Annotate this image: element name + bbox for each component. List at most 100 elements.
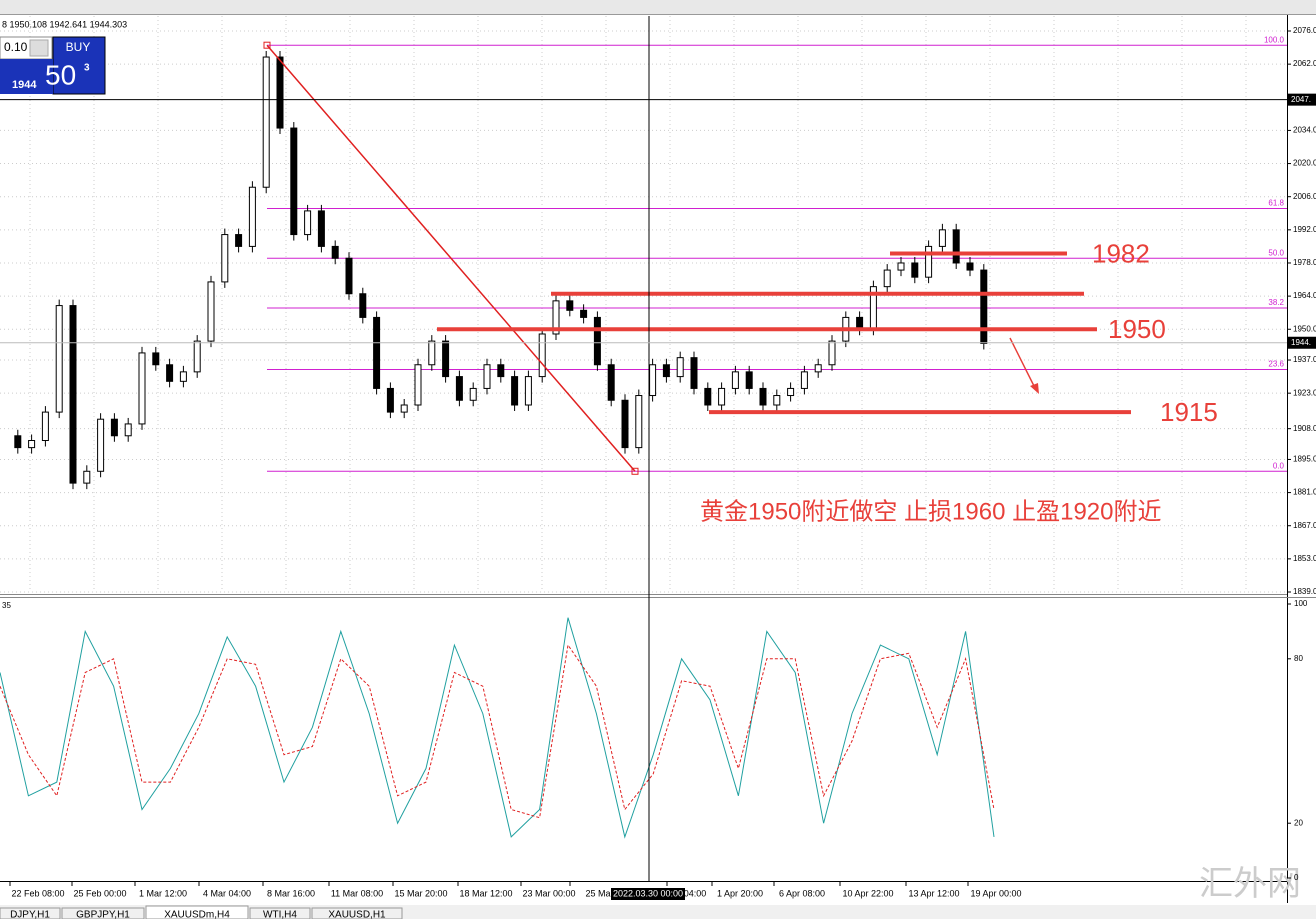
x-tick-label: 6 Apr 08:00 [779,888,825,898]
candle-body [331,245,339,259]
trade-panel: 0.10 BUY 1944 50 3 [0,36,106,95]
candle-body [386,387,394,413]
candle-body [497,364,505,378]
buy-label: BUY [66,40,91,54]
candle-body [248,186,256,247]
toolbar-edge [0,0,1316,14]
stoch-label: 35 [2,601,11,610]
candle-body [428,340,436,366]
candle-body [911,262,919,278]
candle-body [317,210,325,247]
candle-body [69,305,77,484]
x-tick-label: 18 Mar 12:00 [459,888,512,898]
tab[interactable] [145,905,249,919]
candle-body [442,340,450,378]
candle-body [262,56,270,188]
tab[interactable] [0,907,61,919]
tab[interactable] [61,907,145,919]
candle-body [97,418,105,472]
y-tick-label: 2006.0 [1293,192,1316,201]
candle-body [828,340,836,366]
candle-body [359,293,367,318]
candle-body [980,269,988,344]
candle-body [745,371,753,389]
crosshair-time: 2022.03.30 00:00 [613,888,683,898]
price-big: 1944 [12,79,37,91]
crosshair-price-box [1288,93,1316,106]
fib-label: 100.0 [1264,35,1285,44]
x-tick-label: 22 Feb 08:00 [11,888,64,898]
candle-body [538,333,546,378]
candle-body [483,364,491,389]
buy-button[interactable] [52,36,106,95]
x-tick-label: 10 Apr 22:00 [842,888,893,898]
candle-body [773,395,781,406]
y-tick-label: 1881.0 [1293,488,1316,497]
candle-body [138,352,146,425]
tab-label: WTI,H4 [263,910,297,919]
y-tick-label: 1839.0 [1293,587,1316,596]
candle-body [14,435,22,449]
x-tick-label: 23 Mar 00:00 [522,888,575,898]
candle-body [524,376,532,406]
candle-body [621,399,629,449]
arrow [1009,337,1037,391]
candle-body [235,234,243,247]
stoch-tick-label: 0 [1294,873,1299,882]
candle-body [814,364,822,373]
tab-label: GBPJPY,H1 [76,910,130,919]
x-tick-label: 13 Apr 12:00 [908,888,959,898]
level-label: 1915 [1160,397,1218,427]
trend-anchor [631,467,639,475]
candle-body [787,387,795,397]
crosshair-time-box [611,888,685,900]
candle-body [952,229,960,264]
marks [0,41,1287,839]
trend-anchor [263,41,271,49]
x-tick-label: 15 Mar 20:00 [394,888,447,898]
candle-body [607,364,615,401]
fib-label: 61.8 [1268,199,1284,208]
candle-body [124,423,132,437]
y-tick-label: 1853.0 [1293,554,1316,563]
grid [0,16,1287,593]
y-tick-label: 2020.0 [1293,159,1316,168]
candle-body [373,316,381,389]
candle-body [966,262,974,271]
tab[interactable] [249,907,311,919]
candle-body [152,352,160,366]
x-tick-label: 4 Mar 04:00 [203,888,251,898]
x-tick-label: 25 Feb 00:00 [73,888,126,898]
stoch-main [0,617,995,839]
tab-label: DJPY,H1 [10,910,50,919]
candle-body [552,300,560,335]
candle-body [704,387,712,406]
lot-size: 0.10 [4,40,28,54]
candle-body [28,440,36,449]
y-tick-label: 1950.0 [1293,324,1316,333]
candle-body [455,376,463,401]
arrow-head [1030,383,1039,394]
candle-body [800,371,808,389]
fib-label: 38.2 [1268,298,1284,307]
x-tick-label: 25 Ma [585,888,610,898]
candle-body [55,305,63,413]
y-tick-label: 1992.0 [1293,225,1316,234]
ohlc-readout: 8 1950.108 1942.641 1944.303 [2,19,127,29]
candle-body [511,376,519,406]
candle-body [414,364,422,406]
candle-body [883,269,891,288]
candle-body [662,364,670,378]
stoch-tick-label: 80 [1294,654,1303,663]
x-tick-label: 04:00 [684,888,707,898]
candle-body [304,210,312,236]
fib-label: 50.0 [1268,248,1284,257]
crosshair-price: 2047. [1291,95,1311,104]
lot-spin[interactable] [29,39,49,57]
trade-annotation: 黄金1950附近做空 止损1960 止盈1920附近 [700,498,1162,525]
y-tick-label: 1978.0 [1293,258,1316,267]
candle-body [179,371,187,382]
candle-body [938,229,946,247]
candle-body [897,262,905,271]
tab[interactable] [311,907,403,919]
